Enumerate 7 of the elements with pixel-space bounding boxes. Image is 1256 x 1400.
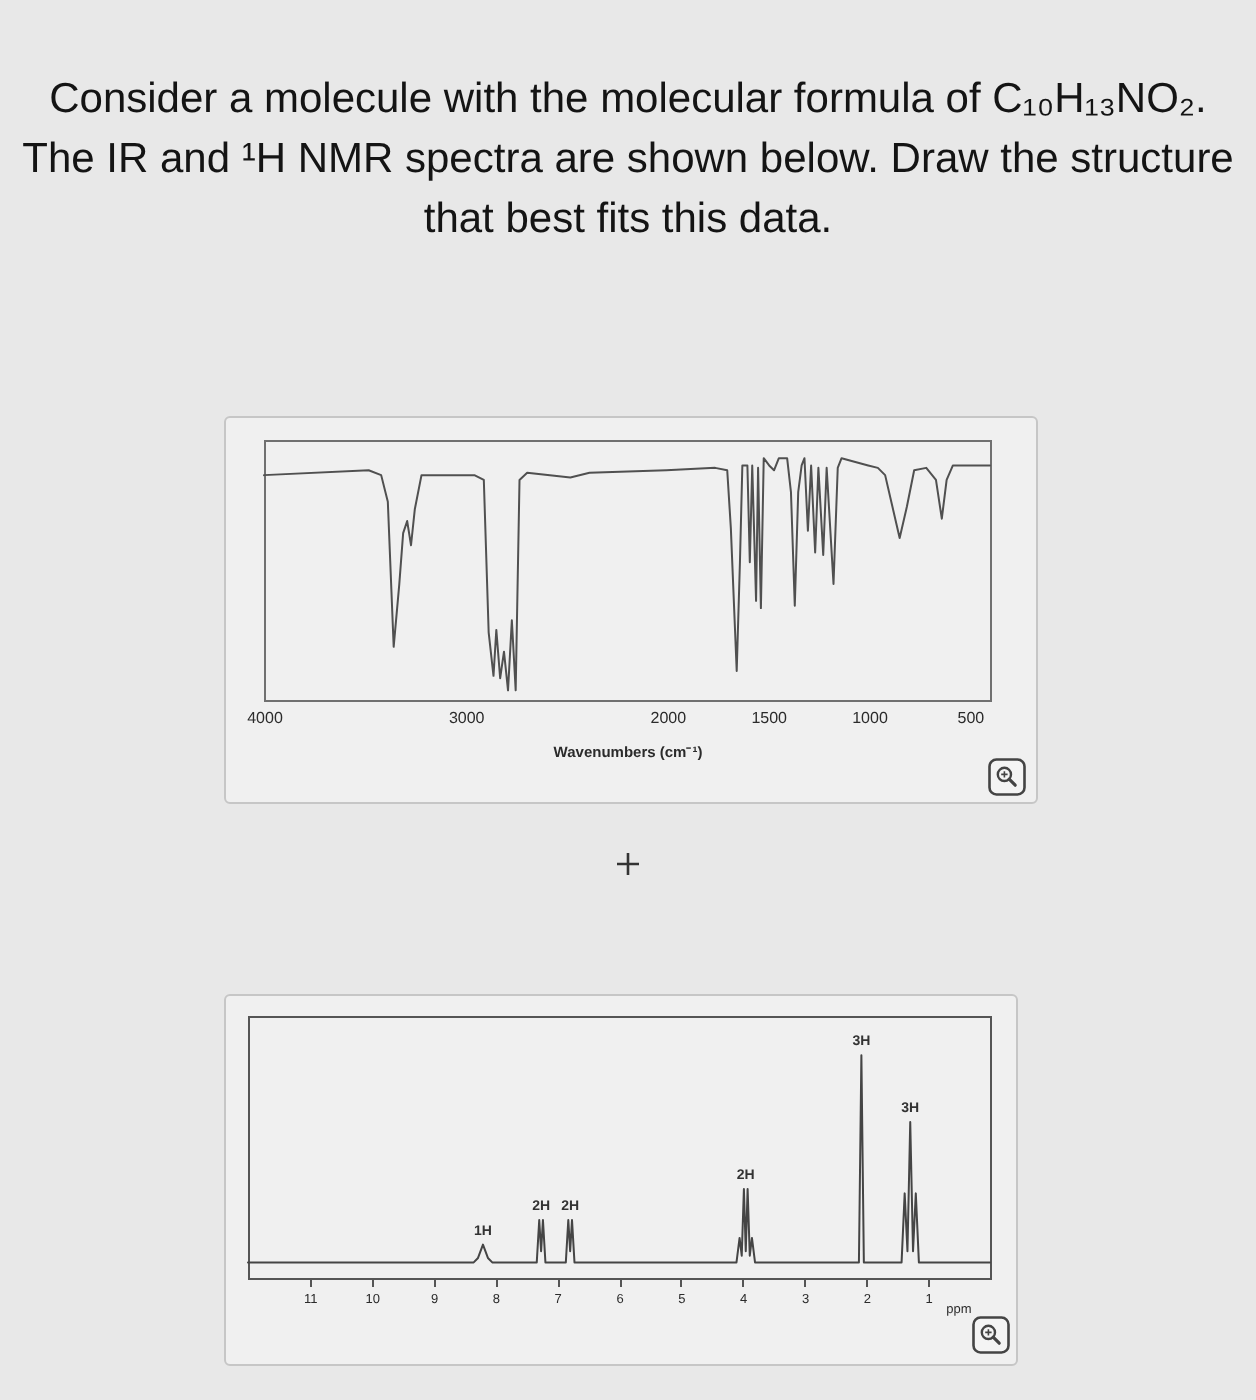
x-tick-label: 1000	[852, 709, 889, 727]
x-tick-label: 3000	[448, 709, 486, 727]
x-tick-label: 1500	[751, 709, 789, 727]
x-tick-label: 2000	[650, 709, 688, 727]
x-tick-label: 500	[957, 709, 986, 727]
chart-title: Consider a molecule with the molecular formula of C₁₀H₁₃NO₂. The IR and ¹H NMR spectra are shown below. Draw the structure that best fits this data.	[20, 74, 1236, 246]
x-tick-label: 4000	[247, 709, 284, 727]
